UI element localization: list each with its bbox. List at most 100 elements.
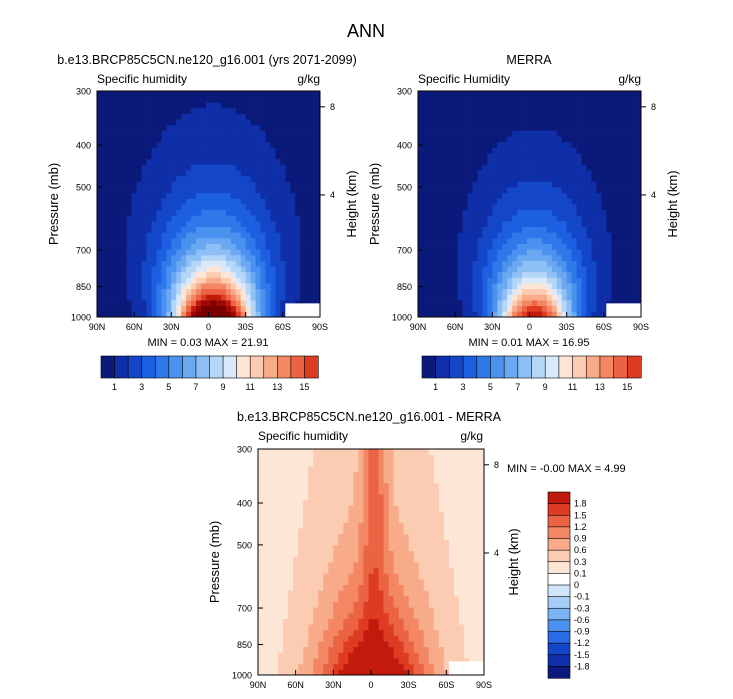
heatmap-cell: [308, 646, 314, 653]
heatmap-cell: [472, 153, 478, 160]
heatmap-cell: [353, 494, 359, 501]
heatmap-cell: [255, 237, 261, 244]
heatmap-cell: [368, 646, 374, 653]
heatmap-cell: [295, 175, 301, 182]
heatmap-cell: [378, 601, 384, 608]
heatmap-cell: [571, 271, 577, 278]
heatmap-cell: [427, 153, 434, 160]
heatmap-cell: [482, 204, 488, 211]
heatmap-cell: [611, 181, 617, 188]
heatmap-cell: [383, 460, 389, 467]
heatmap-cell: [146, 198, 152, 205]
heatmap-cell: [260, 187, 266, 194]
heatmap-cell: [457, 175, 463, 182]
heatmap-cell: [413, 635, 420, 642]
heatmap-cell: [161, 209, 167, 216]
heatmap-cell: [531, 158, 538, 165]
heatmap-cell: [298, 499, 304, 506]
heatmap-cell: [437, 158, 444, 165]
heatmap-cell: [265, 271, 271, 278]
heatmap-cell: [636, 181, 642, 188]
heatmap-cell: [477, 175, 483, 182]
heatmap-cell: [300, 136, 306, 143]
heatmap-cell: [383, 533, 389, 540]
heatmap-cell: [191, 243, 197, 250]
heatmap-cell: [571, 277, 577, 284]
heatmap-cell: [437, 237, 444, 244]
heatmap-cell: [606, 288, 612, 295]
heatmap-cell: [596, 158, 602, 165]
heatmap-cell: [161, 232, 167, 239]
heatmap-cell: [278, 449, 284, 456]
heatmap-cell: [422, 119, 429, 126]
colorbar-label: 7: [515, 382, 520, 392]
heatmap-cell: [161, 254, 167, 261]
heatmap-cell: [270, 113, 276, 120]
heatmap-cell: [512, 198, 518, 205]
heatmap-cell: [447, 198, 454, 205]
heatmap-cell: [258, 624, 264, 631]
heatmap-cell: [561, 153, 568, 160]
heatmap-cell: [536, 266, 543, 273]
heatmap-cell: [191, 249, 197, 256]
heatmap-cell: [146, 119, 152, 126]
heatmap-cell: [111, 102, 118, 109]
heatmap-cell: [191, 271, 197, 278]
heatmap-cell: [285, 249, 291, 256]
heatmap-cell: [161, 260, 167, 267]
heatmap-cell: [512, 96, 518, 103]
heatmap-cell: [131, 187, 138, 194]
heatmap-cell: [596, 113, 602, 120]
heatmap-cell: [457, 294, 463, 301]
heatmap-cell: [300, 153, 306, 160]
x-tick-label: 60N: [126, 322, 143, 332]
heatmap-cell: [268, 556, 274, 563]
heatmap-cell: [181, 204, 187, 211]
heatmap-cell: [313, 516, 319, 523]
heatmap-cell: [250, 113, 256, 120]
heatmap-cell: [176, 288, 182, 295]
heatmap-cell: [432, 136, 439, 143]
heatmap-cell: [512, 130, 518, 137]
heatmap-cell: [522, 175, 528, 182]
heatmap-cell: [546, 232, 553, 239]
heatmap-cell: [517, 141, 523, 148]
heatmap-cell: [353, 471, 359, 478]
heatmap-cell: [497, 305, 503, 312]
heatmap-cell: [323, 511, 329, 518]
heatmap-cell: [280, 254, 286, 261]
heatmap-cell: [631, 91, 637, 98]
heatmap-cell: [576, 141, 582, 148]
heatmap-cell: [566, 283, 573, 290]
heatmap-cell: [616, 198, 622, 205]
heatmap-cell: [278, 516, 284, 523]
heatmap-cell: [191, 96, 197, 103]
heatmap-cell: [388, 578, 394, 585]
heatmap-cell: [255, 136, 261, 143]
heatmap-cell: [97, 232, 103, 239]
heatmap-cell: [457, 226, 463, 233]
heatmap-cell: [310, 300, 316, 307]
heatmap-cell: [258, 533, 264, 540]
heatmap-cell: [556, 124, 563, 131]
heatmap-cell: [522, 294, 528, 301]
heatmap-cell: [220, 158, 227, 165]
heatmap-cell: [408, 635, 415, 642]
heatmap-cell: [611, 220, 617, 227]
heatmap-cell: [626, 237, 632, 244]
heatmap-cell: [258, 488, 264, 495]
heatmap-cell: [576, 260, 582, 267]
heatmap-cell: [176, 102, 182, 109]
heatmap-cell: [166, 107, 172, 114]
heatmap-cell: [606, 277, 612, 284]
heatmap-cell: [492, 254, 498, 261]
heatmap-cell: [230, 187, 237, 194]
heatmap-cell: [288, 663, 294, 670]
heatmap-cell: [343, 578, 349, 585]
heatmap-cell: [260, 288, 266, 295]
heatmap-cell: [576, 113, 582, 120]
heatmap-cell: [126, 181, 133, 188]
heatmap-cell: [551, 130, 558, 137]
heatmap-cell: [305, 220, 311, 227]
heatmap-cell: [556, 260, 563, 267]
